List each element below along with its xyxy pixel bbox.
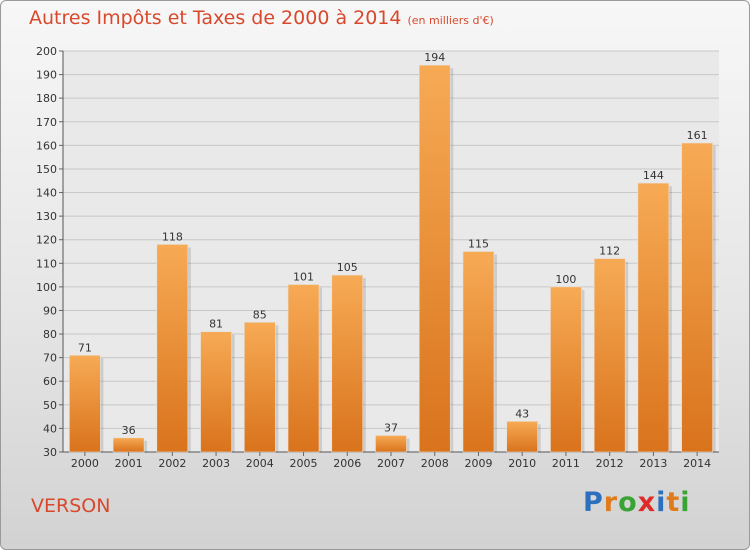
y-tick-label: 110: [36, 257, 57, 270]
y-tick-label: 50: [43, 399, 57, 412]
y-tick-label: 200: [36, 45, 57, 58]
logo-letter: r: [603, 487, 619, 518]
x-tick-label: 2004: [246, 457, 274, 470]
bar: [550, 286, 582, 453]
logo-letter: x: [637, 487, 657, 518]
logo-letter: o: [618, 487, 638, 518]
bar: [200, 331, 232, 453]
x-tick-label: 2007: [377, 457, 405, 470]
bar-value-label: 112: [599, 245, 620, 258]
bar-value-label: 85: [253, 308, 267, 321]
bar: [156, 244, 189, 453]
bar-value-label: 118: [162, 230, 183, 243]
y-tick-label: 160: [36, 139, 57, 152]
bar: [418, 64, 451, 453]
chart-title: Autres Impôts et Taxes de 2000 à 2014 (en…: [29, 7, 494, 29]
x-tick-label: 2003: [202, 457, 230, 470]
y-tick-label: 120: [36, 234, 57, 247]
y-tick-label: 170: [36, 116, 57, 129]
bar-value-label: 71: [78, 341, 92, 354]
logo-letter: P: [583, 487, 604, 518]
x-tick-label: 2000: [71, 457, 99, 470]
y-tick-label: 140: [36, 187, 57, 200]
y-tick-label: 180: [36, 92, 57, 105]
chart-unit: (en milliers d'€): [407, 14, 494, 27]
bar: [375, 435, 407, 453]
y-tick-label: 70: [43, 352, 57, 365]
y-tick-label: 60: [43, 375, 57, 388]
y-tick-label: 100: [36, 281, 57, 294]
bar-value-label: 81: [209, 318, 223, 331]
y-tick-label: 190: [36, 69, 57, 82]
bar-value-label: 161: [687, 129, 708, 142]
y-tick-label: 80: [43, 328, 57, 341]
x-tick-label: 2009: [464, 457, 492, 470]
city-name: VERSON: [31, 495, 111, 517]
bar-value-label: 144: [643, 169, 664, 182]
logo-letter: i: [656, 487, 667, 518]
y-tick-label: 90: [43, 304, 57, 317]
x-tick-label: 2002: [158, 457, 186, 470]
x-tick-label: 2008: [421, 457, 449, 470]
x-tick-label: 2011: [552, 457, 580, 470]
x-tick-label: 2010: [508, 457, 536, 470]
bar-value-label: 101: [293, 271, 314, 284]
bar: [244, 321, 276, 453]
x-tick-label: 2006: [333, 457, 361, 470]
bar-value-label: 100: [555, 273, 576, 286]
bar-value-label: 105: [337, 261, 358, 274]
bar: [637, 182, 670, 453]
bar-value-label: 36: [122, 424, 136, 437]
y-tick-label: 30: [43, 446, 57, 459]
y-tick-label: 40: [43, 422, 57, 435]
bar: [331, 274, 364, 453]
x-tick-label: 2012: [596, 457, 624, 470]
y-tick-label: 130: [36, 210, 57, 223]
bar: [506, 421, 539, 453]
bar: [681, 142, 713, 453]
bar-value-label: 115: [468, 238, 489, 251]
logo-letter: i: [680, 487, 691, 518]
bar: [112, 437, 145, 453]
chart-title-text: Autres Impôts et Taxes de 2000 à 2014: [29, 7, 402, 29]
bar-value-label: 194: [424, 51, 445, 64]
x-tick-label: 2014: [683, 457, 711, 470]
bar-value-label: 37: [384, 421, 398, 434]
y-tick-label: 150: [36, 163, 57, 176]
bar: [593, 258, 626, 453]
bar: [462, 251, 495, 453]
bar: [69, 354, 101, 453]
bar: [287, 284, 320, 453]
x-tick-label: 2013: [639, 457, 667, 470]
x-tick-label: 2005: [290, 457, 318, 470]
proxiti-logo[interactable]: Proxiti: [583, 487, 691, 518]
logo-letter: t: [666, 487, 681, 518]
bar-value-label: 43: [515, 407, 529, 420]
x-tick-label: 2001: [115, 457, 143, 470]
